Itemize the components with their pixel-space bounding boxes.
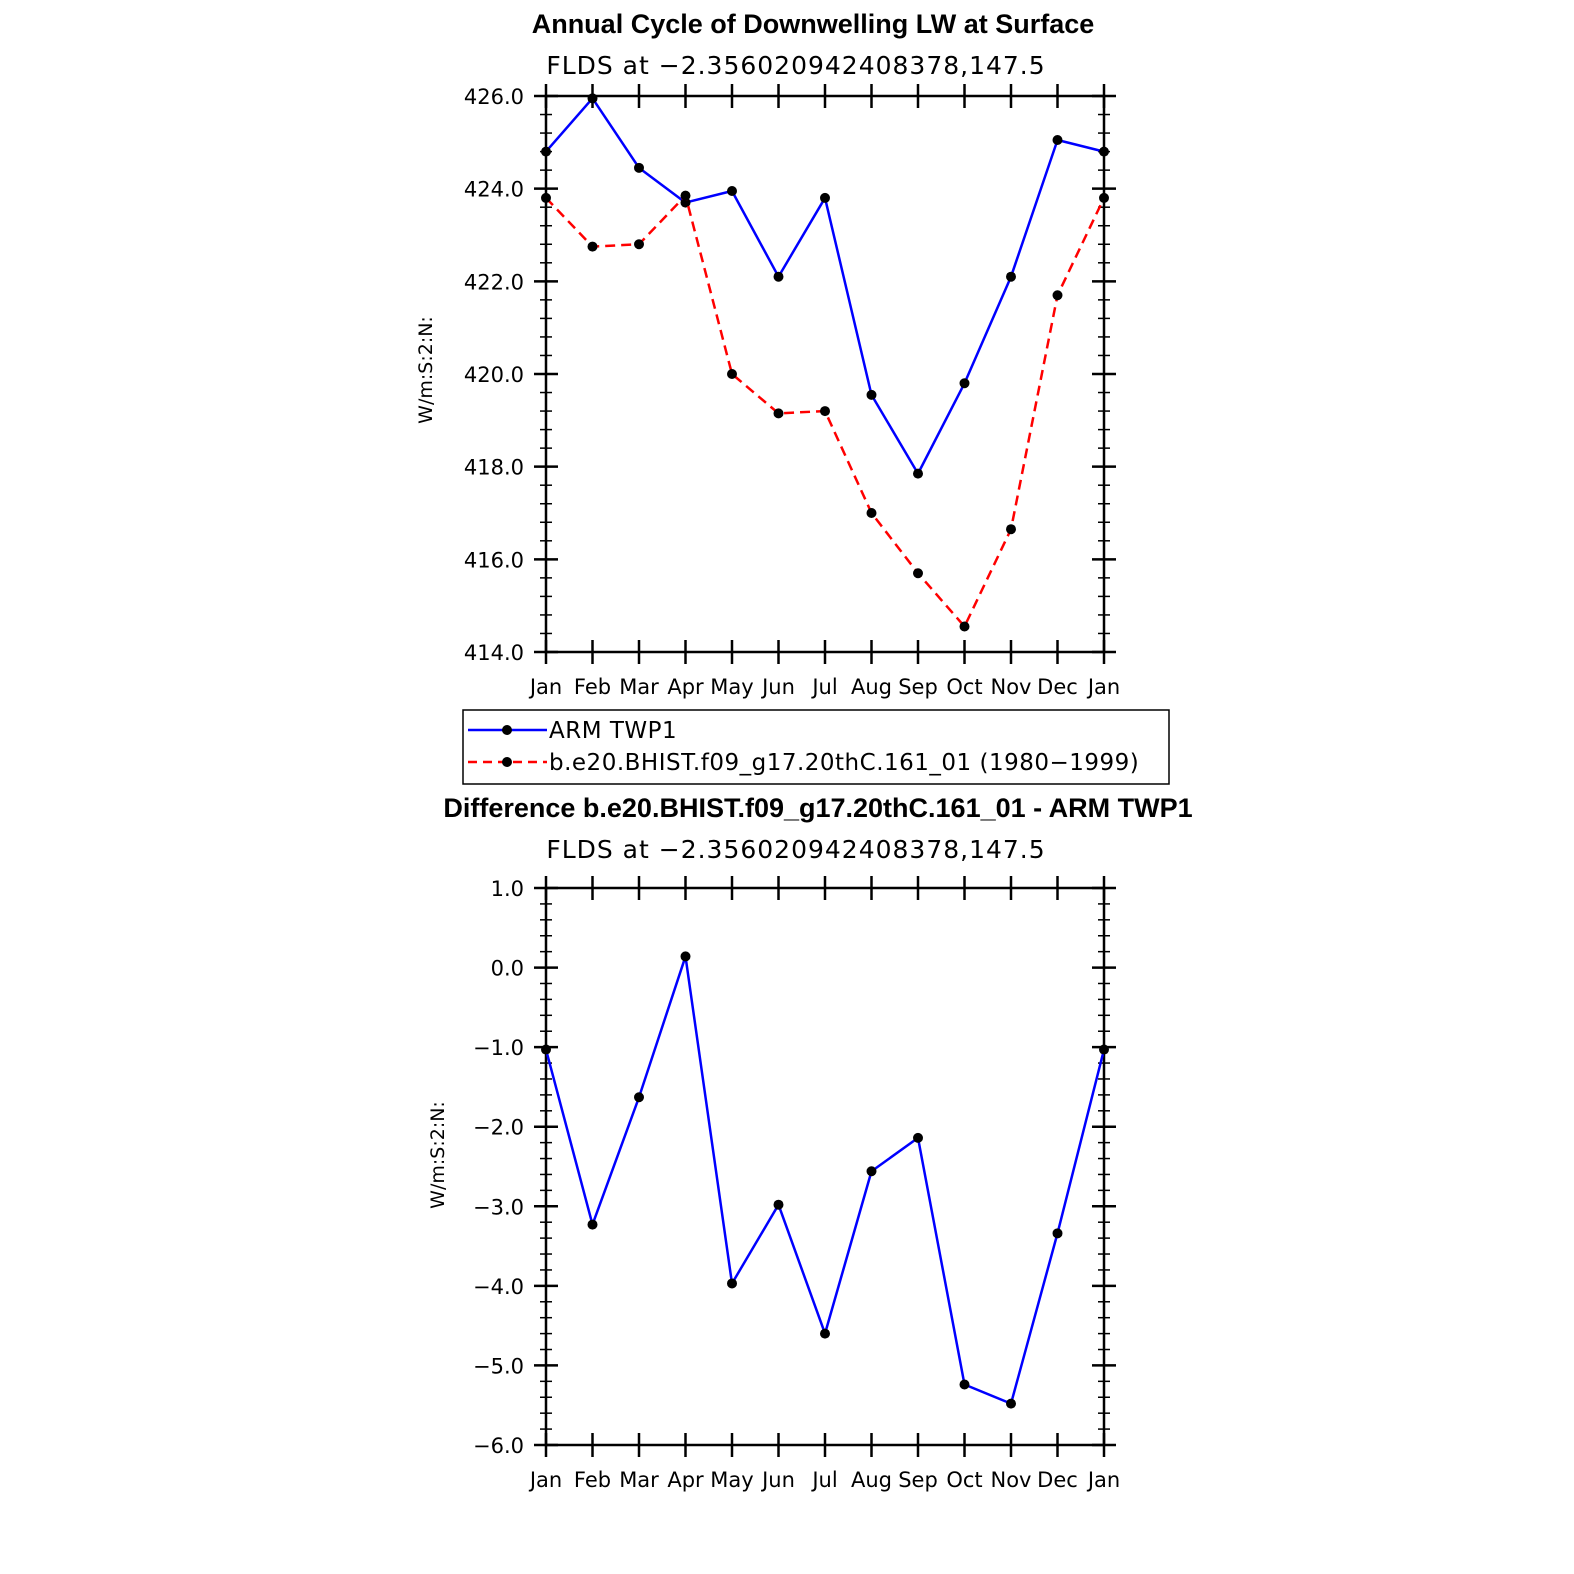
chart2-ytick-label: −1.0 (473, 1036, 524, 1060)
chart1-series-1-point (866, 508, 877, 518)
chart1-series-0-point (680, 197, 691, 208)
chart1-series-0-point (634, 162, 644, 173)
chart2-series-0-point (913, 1132, 923, 1143)
chart2-ytick-label: −4.0 (473, 1275, 524, 1299)
chart1-title: Annual Cycle of Downwelling LW at Surfac… (532, 9, 1095, 39)
chart1-xtick-label: Mar (619, 675, 659, 699)
chart1-xtick-label: Jun (760, 675, 795, 699)
chart1-series-0-point (913, 468, 923, 479)
chart1-series-1-point (1099, 192, 1109, 203)
chart1-frame (544, 94, 1106, 654)
chart1-xtick-label: Jan (1086, 675, 1120, 699)
chart1-ytick-label: 414.0 (464, 641, 524, 665)
chart1-xtick-label: Apr (667, 675, 704, 699)
chart2-series-0-point (1006, 1398, 1016, 1409)
chart1-series-1-point (913, 568, 923, 579)
chart1-xtick-label: Jul (810, 675, 837, 699)
chart1-series-0-point (541, 146, 551, 157)
chart1-series-1-point (1052, 290, 1063, 301)
chart2-xtick-label: Jan (528, 1468, 562, 1492)
chart2-series-0-point (634, 1092, 644, 1103)
chart2-series-0-point (773, 1199, 784, 1210)
chart2-plot-area: −6.0 −5.0 −4.0 −3.0 −2.0 −1.0 0.0 1.0 Jan Feb Mar A… (473, 876, 1120, 1492)
chart2-xtick-label: Dec (1037, 1468, 1078, 1492)
legend-box (462, 709, 1170, 785)
chart1-ytick-label: 424.0 (464, 178, 524, 202)
chart1-ytick-label: 416.0 (464, 548, 524, 572)
chart1-xtick-label: May (710, 675, 753, 699)
chart1-ytick-label: 422.0 (464, 270, 524, 294)
chart1-series-1-point (1006, 524, 1016, 535)
chart1-xtick-label: Dec (1037, 675, 1078, 699)
chart1-xtick-label: Sep (898, 675, 938, 699)
chart1-series-0-point (866, 389, 877, 400)
chart2-xtick-label: May (710, 1468, 753, 1492)
chart2-series-0-point (541, 1044, 551, 1055)
chart1-series-0-point (773, 271, 784, 282)
chart2-series-0-point (1052, 1228, 1063, 1239)
chart2-series-0-point (587, 1219, 598, 1230)
chart1-series-1-point (773, 408, 784, 419)
legend-label-arm-twp1: ARM TWP1 (549, 718, 677, 744)
chart2-ytick-label: −3.0 (473, 1195, 524, 1219)
chart2-xtick-label: Apr (667, 1468, 704, 1492)
chart1-series-1-point (541, 192, 551, 203)
chart2-ytick-label: −5.0 (473, 1354, 524, 1378)
chart1-series-0-point (1099, 146, 1109, 157)
chart2-frame (544, 886, 1106, 1447)
chart1-series-0-point (587, 93, 598, 104)
legend-marker-model (502, 757, 512, 767)
chart2-xtick-label: Nov (991, 1468, 1032, 1492)
chart1-ytick-label: 426.0 (464, 85, 524, 109)
chart1-series-1-point (587, 241, 598, 252)
chart2-series-0-point (866, 1166, 877, 1177)
chart1-series-0-point (959, 378, 970, 389)
chart2-ytick-label: −2.0 (473, 1116, 524, 1140)
chart1-series-line-0 (545, 97, 1105, 475)
chart1-series-1-point (820, 406, 830, 417)
chart2-xtick-label: Mar (619, 1468, 659, 1492)
legend: ARM TWP1 b.e20.BHIST.f09_g17.20thC.161_0… (462, 709, 1170, 785)
chart1-y-axis-label: W/m:S:2:N: (415, 316, 437, 424)
chart2-series-0-point (1099, 1044, 1109, 1055)
chart2-series-0-point (820, 1328, 830, 1339)
chart2-ytick-label: 1.0 (491, 877, 524, 901)
chart2-y-axis-label: W/m:S:2:N: (427, 1101, 449, 1209)
chart2-xtick-label: Aug (851, 1468, 892, 1492)
chart2-xtick-label: Feb (574, 1468, 611, 1492)
chart2-ytick-label: −6.0 (473, 1434, 524, 1458)
chart1-series-1-point (680, 190, 691, 201)
chart2-xtick-label: Jun (760, 1468, 795, 1492)
chart2-series-0-point (727, 1278, 737, 1289)
chart1-xtick-label: Aug (851, 675, 892, 699)
chart1-xtick-label: Nov (991, 675, 1032, 699)
chart2-ytick-label: 0.0 (491, 957, 524, 981)
chart1-series-0-point (1052, 135, 1063, 146)
chart1-series-0-point (820, 192, 830, 203)
chart1-series-0-point (727, 185, 737, 196)
chart1-subtitle: FLDS at −2.356020942408378,147.5 (546, 51, 1045, 80)
chart2-xtick-label: Jan (1086, 1468, 1120, 1492)
chart1-series-1-point (634, 239, 644, 250)
legend-marker-arm-twp1 (502, 725, 512, 735)
chart2-xtick-label: Sep (898, 1468, 938, 1492)
chart1-series-1-point (727, 369, 737, 379)
chart1-series-0-point (1006, 271, 1016, 282)
legend-label-model: b.e20.BHIST.f09_g17.20thC.161_01 (1980−1… (549, 750, 1139, 776)
chart2-xtick-label: Jul (810, 1468, 837, 1492)
chart1-xtick-label: Jan (528, 675, 562, 699)
chart2-xtick-label: Oct (946, 1468, 982, 1492)
chart2-subtitle: FLDS at −2.356020942408378,147.5 (546, 835, 1045, 864)
chart1-xtick-label: Oct (946, 675, 982, 699)
chart2-title: Difference b.e20.BHIST.f09_g17.20thC.161… (443, 793, 1192, 823)
chart1-xtick-label: Feb (574, 675, 611, 699)
chart1-series-1-point (959, 621, 970, 632)
chart1-plot-area: 414.0 416.0 418.0 420.0 422.0 424.0 426.0 Jan Fe… (464, 84, 1120, 699)
chart1-ytick-label: 418.0 (464, 456, 524, 480)
chart2-series-0-point (959, 1379, 970, 1390)
chart2-series-0-point (680, 951, 691, 962)
chart1-ytick-label: 420.0 (464, 363, 524, 387)
